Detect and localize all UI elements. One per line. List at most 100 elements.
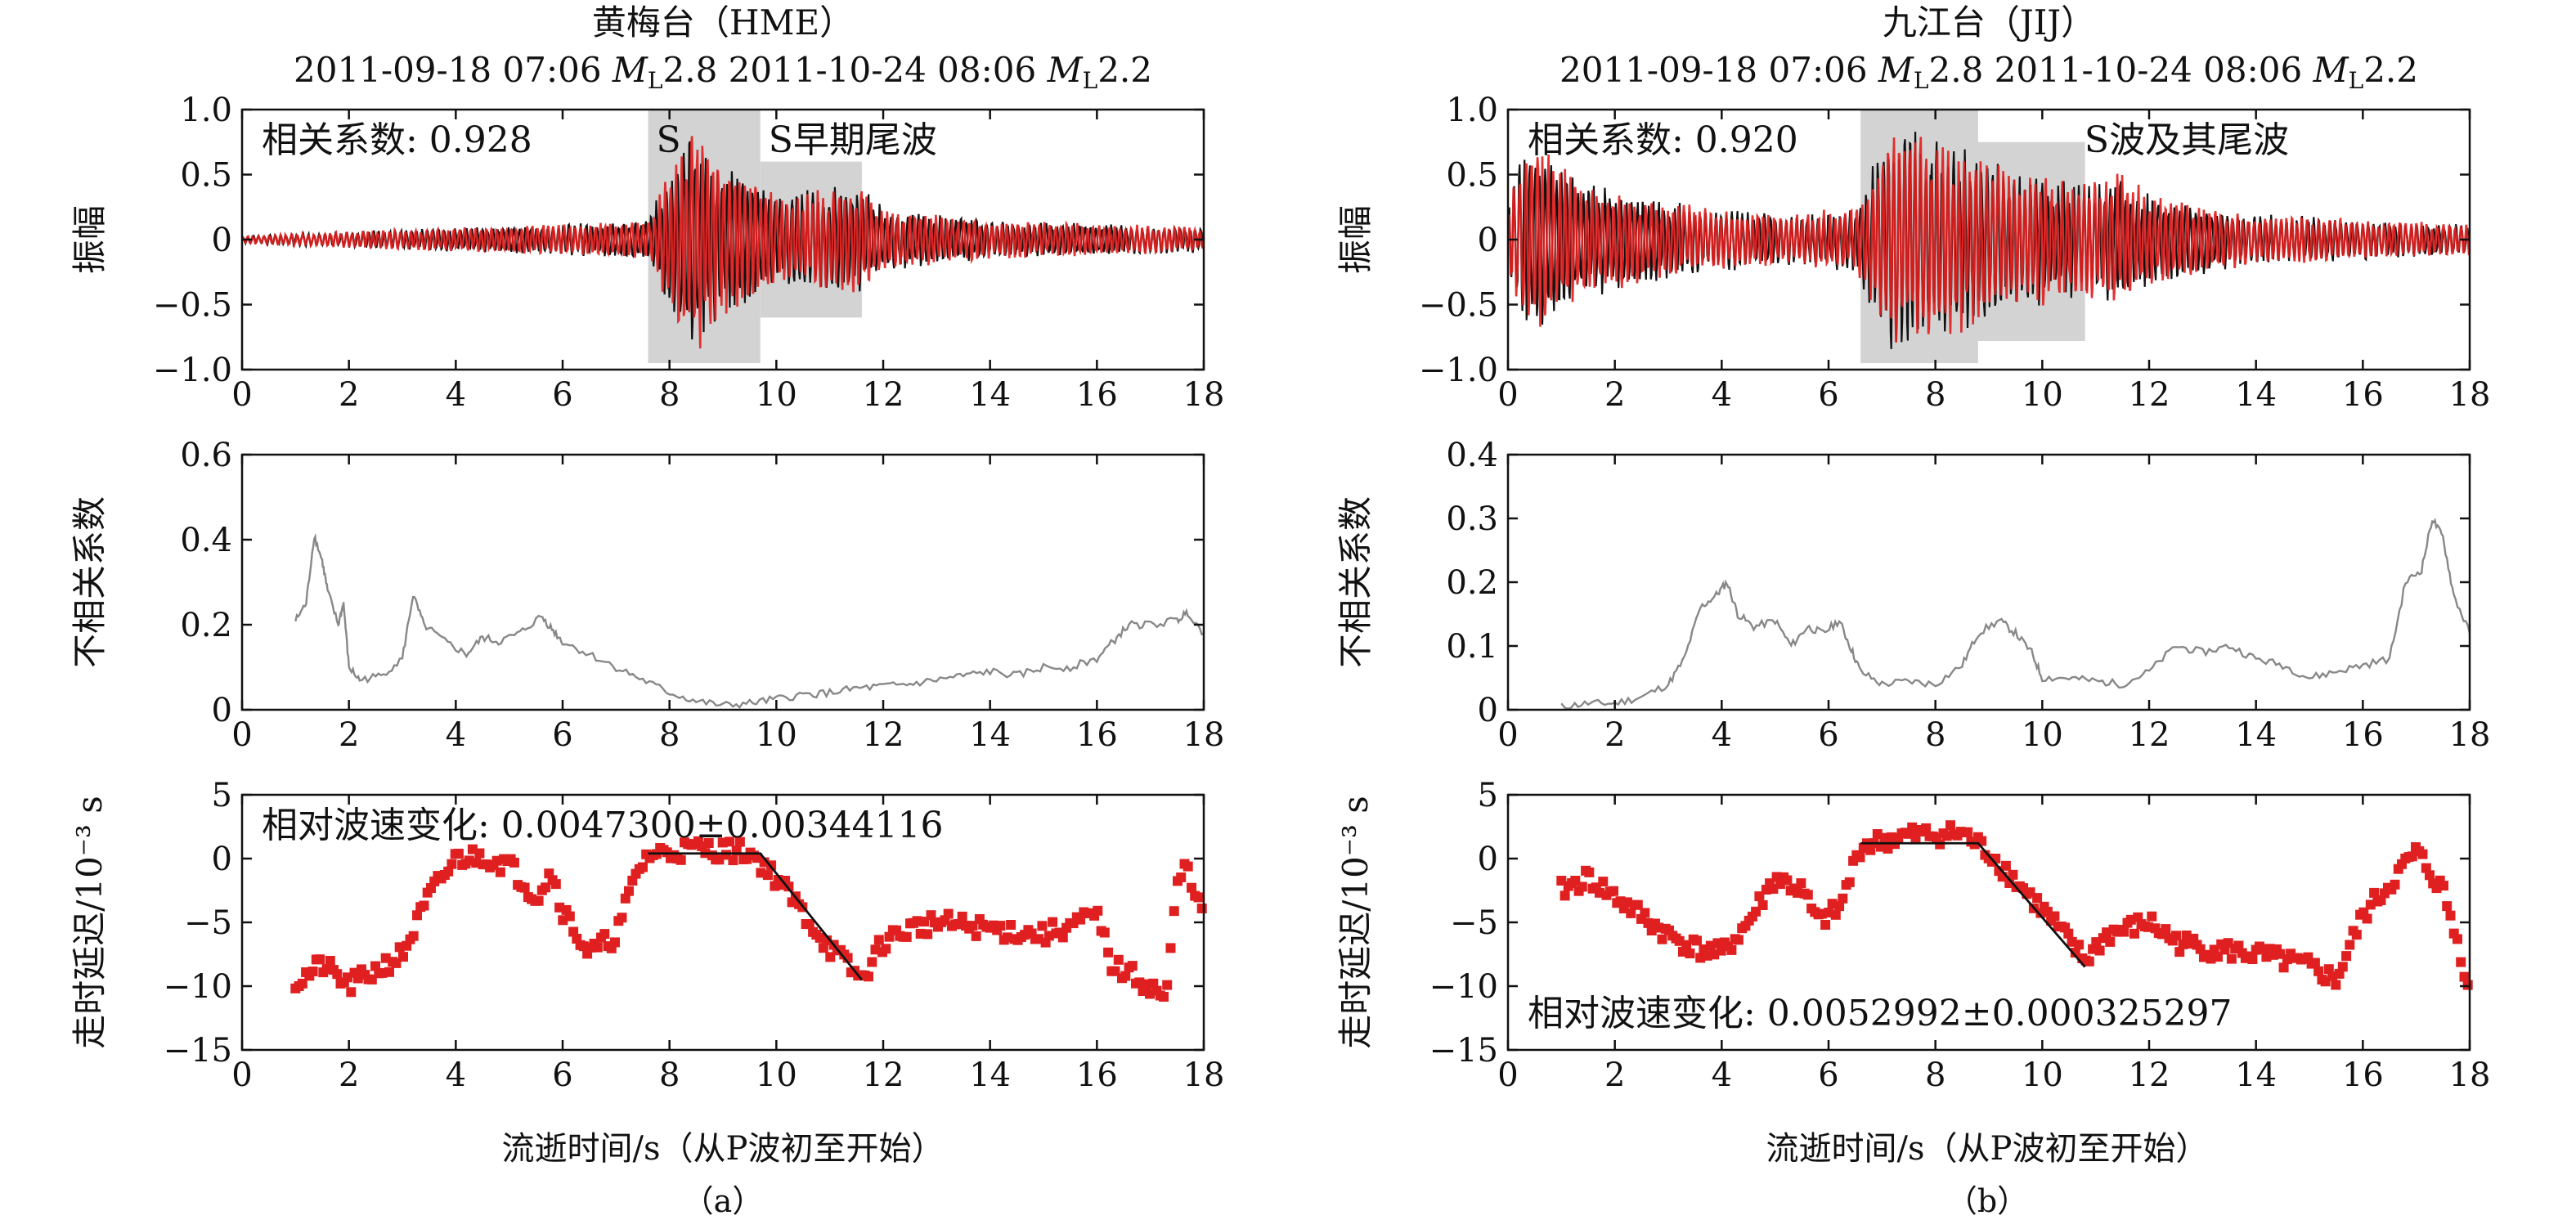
delay-point <box>864 971 873 982</box>
delay-point <box>881 944 891 954</box>
x-tick-label: 12 <box>2129 716 2170 754</box>
delay-point <box>443 866 454 877</box>
delay-point <box>1165 943 1176 953</box>
x-tick-label: 16 <box>2342 376 2384 414</box>
decorrelation-line <box>294 532 1205 710</box>
panel-b-decorrelation: 0 2 4 6 8 10 12 14 16 18 0 0.1 0.2 0.3 0.4 不相关系数 <box>1335 437 2490 754</box>
fit-line <box>648 852 863 981</box>
x-tick-label: 12 <box>863 716 904 754</box>
delay-point <box>1103 947 1114 958</box>
x-tick-label: 16 <box>2342 716 2384 754</box>
y-tick-label: 0.5 <box>1446 157 1498 195</box>
delay-point <box>2351 930 2362 940</box>
delay-point <box>2174 947 2185 958</box>
y-axis-label: 走时延迟/10⁻³ s <box>70 796 110 1049</box>
delay-point <box>2171 931 2181 941</box>
delay-point <box>509 857 519 868</box>
delay-point <box>2417 849 2428 859</box>
delay-point <box>2442 901 2453 912</box>
delay-point <box>1609 886 1618 896</box>
y-tick-label: 0 <box>212 841 232 878</box>
y-tick-label: −5 <box>184 904 232 942</box>
x-tick-label: 6 <box>552 376 572 414</box>
delay-point <box>1169 906 1179 917</box>
annotation-text: 相对波速变化: 0.0047300±0.00344116 <box>262 805 944 846</box>
delay-point <box>1726 944 1737 955</box>
delay-point <box>922 929 933 940</box>
delay-point <box>818 943 828 953</box>
x-tick-label: 10 <box>756 1056 797 1094</box>
x-tick-label: 18 <box>1183 376 1225 414</box>
delay-point <box>1945 820 1955 831</box>
delay-point <box>519 882 530 893</box>
delay-point <box>2147 911 2157 922</box>
x-tick-label: 2 <box>339 716 359 754</box>
delay-point <box>2008 869 2018 880</box>
y-tick-label: 0.2 <box>1446 564 1498 602</box>
x-tick-label: 4 <box>446 1056 466 1094</box>
delay-point <box>734 837 745 847</box>
delay-point <box>2313 966 2324 976</box>
y-tick-label: 0.6 <box>180 437 232 474</box>
x-tick-label: 2 <box>1604 376 1625 414</box>
event-line: 2011-09-18 07:06 ML2.8 2011-10-24 08:06 … <box>294 50 1152 94</box>
x-tick-label: 6 <box>552 716 572 754</box>
x-tick-label: 8 <box>659 716 680 754</box>
y-tick-label: −0.5 <box>153 287 232 325</box>
delay-point <box>2000 860 2011 871</box>
delay-point <box>599 929 610 940</box>
delay-point <box>2341 951 2352 962</box>
y-tick-label: −1.0 <box>1419 352 1498 389</box>
x-tick-label: 14 <box>2235 716 2277 754</box>
y-tick-label: 0 <box>212 222 232 259</box>
y-tick-label: 5 <box>1478 777 1498 814</box>
x-tick-label: 18 <box>1183 716 1225 754</box>
delay-point <box>1159 992 1169 1002</box>
delay-point <box>1176 872 1187 882</box>
delay-point <box>1879 832 1890 843</box>
x-tick-label: 12 <box>863 376 904 414</box>
delay-point <box>408 931 419 941</box>
y-tick-label: 0.4 <box>1446 437 1498 474</box>
y-tick-label: 0.3 <box>1446 500 1498 538</box>
y-tick-label: −5 <box>1450 904 1498 942</box>
delay-point <box>1162 980 1173 990</box>
y-axis-label: 振幅 <box>1335 205 1376 274</box>
delay-point <box>474 848 485 859</box>
y-tick-label: 0.4 <box>180 522 232 559</box>
delay-point <box>725 837 735 847</box>
x-tick-label: 14 <box>2235 1056 2277 1094</box>
y-tick-label: 0.1 <box>1446 628 1498 666</box>
delay-point <box>624 886 634 896</box>
delay-point <box>1657 934 1667 944</box>
delay-point <box>2425 870 2435 881</box>
delay-point <box>2345 940 2355 950</box>
delay-point <box>592 942 603 953</box>
delay-point <box>325 956 335 966</box>
delay-point <box>1796 878 1806 889</box>
delay-point <box>1802 890 1813 900</box>
x-tick-label: 0 <box>231 716 252 754</box>
delay-point <box>1584 867 1595 877</box>
window-label: S早期尾波 <box>769 119 937 161</box>
delay-point <box>2439 881 2448 891</box>
delay-point <box>1187 882 1196 893</box>
delay-point <box>2462 980 2473 990</box>
x-tick-label: 8 <box>1925 716 1945 754</box>
delay-point <box>1099 927 1110 938</box>
delay-point <box>610 937 620 948</box>
y-tick-label: 0.2 <box>180 607 232 644</box>
x-tick-label: 12 <box>2129 376 2170 414</box>
delay-point <box>2119 926 2129 937</box>
x-axis-label-b: 流逝时间/s（从P波初至开始） <box>1766 1130 2209 1168</box>
x-tick-label: 0 <box>231 376 252 414</box>
x-tick-label: 14 <box>969 716 1011 754</box>
x-tick-label: 8 <box>659 376 680 414</box>
delay-point <box>1057 932 1068 943</box>
x-tick-label: 6 <box>552 1056 572 1094</box>
delay-point <box>307 967 318 976</box>
delay-point <box>1830 909 1841 920</box>
delay-point <box>2456 957 2466 967</box>
x-tick-label: 14 <box>969 376 1011 414</box>
